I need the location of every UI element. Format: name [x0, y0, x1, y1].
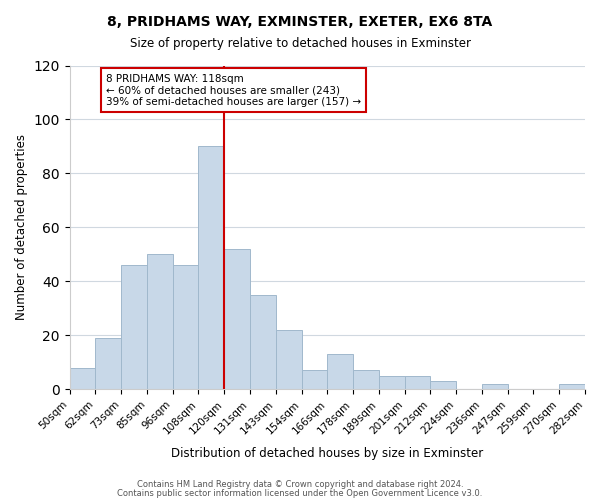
Bar [70, 368, 95, 390]
Bar [250, 295, 276, 390]
Text: 8, PRIDHAMS WAY, EXMINSTER, EXETER, EX6 8TA: 8, PRIDHAMS WAY, EXMINSTER, EXETER, EX6 … [107, 15, 493, 29]
Bar [121, 265, 147, 390]
Y-axis label: Number of detached properties: Number of detached properties [15, 134, 28, 320]
Bar [559, 384, 585, 390]
Text: Size of property relative to detached houses in Exminster: Size of property relative to detached ho… [130, 38, 470, 51]
Text: 8 PRIDHAMS WAY: 118sqm
← 60% of detached houses are smaller (243)
39% of semi-de: 8 PRIDHAMS WAY: 118sqm ← 60% of detached… [106, 74, 361, 107]
Bar [199, 146, 224, 390]
Bar [353, 370, 379, 390]
Text: Contains HM Land Registry data © Crown copyright and database right 2024.: Contains HM Land Registry data © Crown c… [137, 480, 463, 489]
X-axis label: Distribution of detached houses by size in Exminster: Distribution of detached houses by size … [171, 447, 484, 460]
Bar [276, 330, 302, 390]
Bar [328, 354, 353, 390]
Bar [404, 376, 430, 390]
Bar [224, 249, 250, 390]
Bar [379, 376, 404, 390]
Bar [173, 265, 199, 390]
Bar [302, 370, 328, 390]
Bar [482, 384, 508, 390]
Bar [95, 338, 121, 390]
Bar [430, 381, 456, 390]
Bar [147, 254, 173, 390]
Text: Contains public sector information licensed under the Open Government Licence v3: Contains public sector information licen… [118, 488, 482, 498]
